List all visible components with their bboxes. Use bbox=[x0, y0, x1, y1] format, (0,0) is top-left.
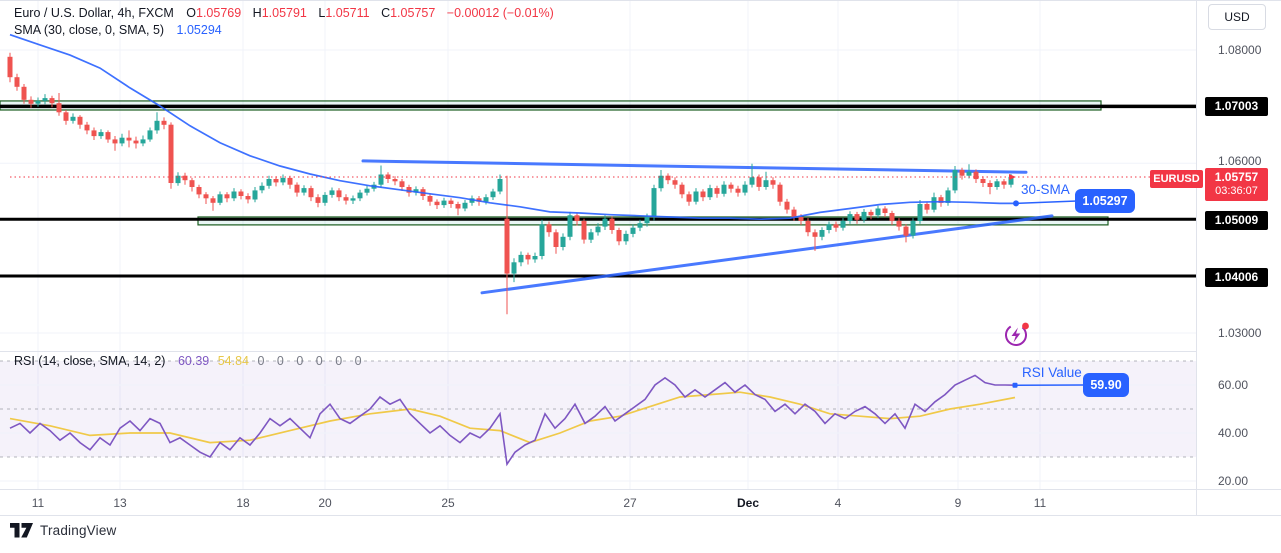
currency-button[interactable]: USD bbox=[1208, 4, 1266, 30]
candles-layer[interactable] bbox=[7, 52, 1014, 315]
symbol-title: Euro / U.S. Dollar, 4h, FXCM bbox=[14, 6, 174, 20]
time-axis-separator bbox=[0, 489, 1281, 490]
time-tick-month: Dec bbox=[736, 496, 759, 510]
price-tick: 1.03000 bbox=[1218, 326, 1262, 340]
last-price: 1.05757 bbox=[1214, 170, 1259, 184]
symbol-legend: Euro / U.S. Dollar, 4h, FXCM O1.05769 H1… bbox=[14, 6, 562, 20]
rsi-tick: 20.00 bbox=[1218, 474, 1249, 488]
change-value: −0.00012 (−0.01%) bbox=[446, 6, 554, 20]
resistance-level-badge: 1.07003 bbox=[1205, 97, 1268, 116]
time-tick: 9 bbox=[954, 496, 962, 510]
rsi-div-count: 0 bbox=[335, 354, 343, 368]
time-tick: 18 bbox=[236, 496, 250, 510]
time-tick: 20 bbox=[318, 496, 332, 510]
sma-callout-tag[interactable]: 30-SMA bbox=[1021, 182, 1070, 197]
rsi-div-count: 0 bbox=[257, 354, 265, 368]
rsi-ma-line bbox=[9, 391, 1016, 444]
tradingview-logo[interactable]: TradingView bbox=[10, 523, 117, 538]
rsi-callout-tag[interactable]: RSI Value bbox=[1022, 365, 1082, 380]
time-tick: 27 bbox=[623, 496, 637, 510]
flash-icon[interactable] bbox=[1002, 319, 1032, 349]
tradingview-logo-icon bbox=[10, 523, 33, 538]
trendline bbox=[361, 159, 1028, 174]
sma30-line bbox=[9, 33, 1016, 221]
high-label: H bbox=[252, 6, 262, 20]
open-value: 1.05769 bbox=[196, 6, 242, 20]
rsi-tick: 40.00 bbox=[1218, 426, 1249, 440]
close-value: 1.05757 bbox=[390, 6, 436, 20]
price-tick: 1.06000 bbox=[1218, 154, 1262, 168]
rsi-div-count: 0 bbox=[315, 354, 323, 368]
last-price-badge: 1.05757 03:36:07 bbox=[1205, 168, 1268, 201]
sma-endpoint-dot bbox=[1013, 200, 1019, 207]
rsi-div-count: 0 bbox=[354, 354, 362, 368]
rsi-legend-label: RSI (14, close, SMA, 14, 2) bbox=[14, 354, 166, 368]
rsi-endpoint-dot bbox=[1012, 382, 1018, 388]
top-border bbox=[0, 0, 1281, 1]
trendline bbox=[480, 214, 1054, 295]
time-tick: 13 bbox=[113, 496, 127, 510]
sma-legend-value: 1.05294 bbox=[176, 23, 222, 37]
sma-legend-label: SMA (30, close, 0, SMA, 5) bbox=[14, 23, 165, 37]
rsi-line bbox=[9, 374, 1016, 467]
low-label: L bbox=[318, 6, 326, 20]
sma-callout-value[interactable]: 1.05297 bbox=[1075, 189, 1135, 213]
symbol-price-tag: EURUSD bbox=[1150, 170, 1203, 188]
open-label: O bbox=[186, 6, 196, 20]
rsi-div-count: 0 bbox=[296, 354, 304, 368]
rsi-tick: 60.00 bbox=[1218, 378, 1249, 392]
rsi-value: 60.39 bbox=[177, 354, 210, 368]
rsi-ma-value: 54.84 bbox=[217, 354, 249, 368]
time-tick: 11 bbox=[1033, 496, 1047, 510]
support-level-badge: 1.04006 bbox=[1205, 268, 1268, 287]
tradingview-logo-text: TradingView bbox=[40, 523, 117, 538]
widget-bottom-border bbox=[0, 515, 1281, 516]
pane-separator[interactable] bbox=[0, 351, 1196, 352]
low-value: 1.05711 bbox=[325, 6, 370, 20]
support-level-badge: 1.05009 bbox=[1205, 211, 1268, 230]
close-label: C bbox=[381, 6, 391, 20]
high-value: 1.05791 bbox=[261, 6, 307, 20]
time-tick: 4 bbox=[834, 496, 842, 510]
sma-callout-connector bbox=[1015, 200, 1078, 205]
bar-countdown: 03:36:07 bbox=[1215, 185, 1258, 197]
sma-legend: SMA (30, close, 0, SMA, 5) 1.05294 bbox=[14, 23, 227, 37]
rsi-div-count: 0 bbox=[276, 354, 284, 368]
price-axis-separator bbox=[1196, 0, 1197, 515]
rsi-callout-value[interactable]: 59.90 bbox=[1083, 373, 1129, 397]
price-line-arrow bbox=[1009, 173, 1016, 180]
time-tick: 25 bbox=[441, 496, 455, 510]
price-tick: 1.08000 bbox=[1218, 43, 1262, 57]
rsi-legend: RSI (14, close, SMA, 14, 2) 60.39 54.84 … bbox=[14, 354, 371, 368]
time-tick: 11 bbox=[31, 496, 45, 510]
